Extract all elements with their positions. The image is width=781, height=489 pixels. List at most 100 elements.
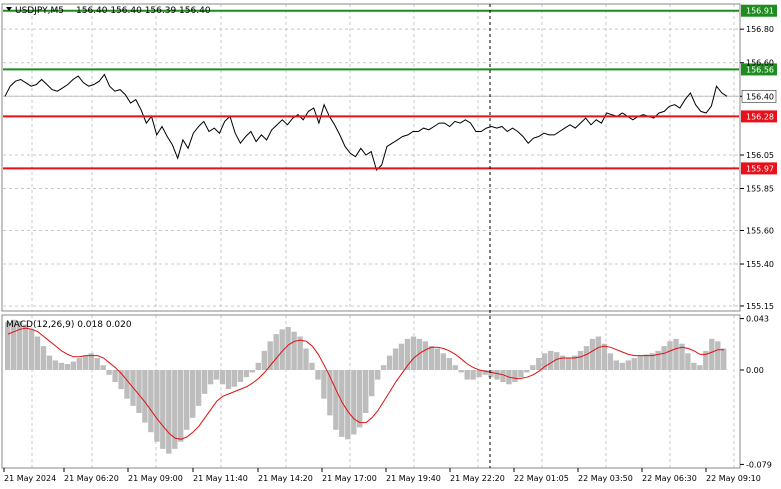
- macd-bar: [70, 361, 76, 370]
- macd-bar: [715, 341, 721, 370]
- macd-bar: [94, 358, 100, 370]
- macd-bar: [249, 370, 255, 373]
- macd-bar: [494, 370, 500, 380]
- macd-bar: [213, 370, 220, 380]
- macd-bar: [315, 370, 321, 380]
- macd-bar: [124, 370, 130, 399]
- macd-bar: [64, 364, 71, 370]
- macd-bar: [398, 343, 405, 370]
- macd-bar: [691, 362, 697, 370]
- current-price-label: 156.40: [746, 92, 774, 101]
- macd-bar: [422, 341, 429, 370]
- macd-bar: [100, 365, 106, 370]
- macd-bar: [649, 353, 655, 370]
- macd-bar: [386, 355, 393, 370]
- macd-bar: [309, 362, 315, 370]
- x-tick-label: 21 May 06:20: [64, 474, 119, 483]
- macd-bar: [369, 370, 375, 397]
- y-tick-label: 156.60: [746, 59, 774, 68]
- macd-bar: [482, 370, 488, 375]
- macd-bar: [82, 355, 88, 370]
- price-pane: [1, 3, 741, 312]
- macd-bar: [661, 346, 667, 370]
- macd-bar: [410, 336, 417, 370]
- macd-bar: [225, 370, 232, 390]
- macd-bar: [34, 336, 41, 370]
- macd-bar: [530, 365, 536, 370]
- macd-bar: [512, 370, 518, 382]
- y-tick-label: 155.40: [746, 260, 774, 269]
- x-tick-label: 21 May 2024: [4, 474, 56, 483]
- level-label: 156.56: [746, 65, 774, 74]
- macd-histogram: [5, 319, 727, 454]
- macd-bar: [255, 362, 261, 370]
- macd-bar: [231, 370, 238, 387]
- level-label-box: [741, 4, 777, 17]
- macd-bar: [571, 355, 578, 370]
- level-label-box: [741, 63, 777, 76]
- macd-bar: [416, 338, 423, 370]
- y-tick-label: 155.15: [746, 302, 774, 311]
- macd-bar: [404, 338, 411, 370]
- macd-bar: [667, 341, 673, 370]
- macd-bar: [160, 370, 166, 449]
- price-line: [4, 73, 728, 172]
- macd-tick-label: 0.043: [746, 315, 769, 324]
- macd-bar: [273, 334, 279, 370]
- x-tick-label: 21 May 19:40: [386, 474, 441, 483]
- macd-bar: [351, 370, 357, 435]
- y-tick-label: 155.85: [746, 185, 774, 194]
- macd-bar: [112, 370, 118, 382]
- x-tick-label: 22 May 09:10: [706, 474, 761, 483]
- level-label: 156.91: [746, 7, 774, 16]
- macd-bar: [709, 338, 715, 370]
- macd-bar: [595, 336, 602, 370]
- macd-bar: [22, 324, 29, 370]
- macd-bar: [118, 370, 124, 390]
- x-tick-label: 22 May 06:30: [642, 474, 697, 483]
- symbol-label: USDJPY,M5: [15, 6, 64, 16]
- x-tick-label: 22 May 03:50: [578, 474, 633, 483]
- macd-tick-label: -0.079: [746, 460, 772, 469]
- macd-bar: [643, 354, 649, 370]
- macd-bar: [285, 327, 291, 370]
- macd-bar: [476, 370, 482, 378]
- macd-bar: [565, 358, 572, 370]
- level-lines: 156.91 156.56 156.28 155.97: [3, 4, 777, 175]
- macd-bar: [267, 341, 273, 370]
- macd-bar: [16, 321, 23, 370]
- macd-bar: [548, 350, 554, 370]
- current-price-box: [741, 90, 777, 103]
- macd-bar: [178, 370, 184, 442]
- macd-pane: [1, 314, 741, 469]
- macd-bar: [243, 370, 250, 378]
- macd-label: MACD(12,26,9) 0.018 0.020: [6, 320, 132, 330]
- macd-bar: [440, 353, 446, 370]
- dropdown-triangle-icon[interactable]: [6, 7, 12, 11]
- y-tick-label: 155.60: [746, 226, 774, 235]
- y-tick-label: 156.80: [746, 25, 774, 34]
- macd-bar: [58, 362, 65, 370]
- macd-bar: [333, 370, 339, 430]
- macd-bar: [327, 370, 333, 416]
- level-label-box: [741, 110, 777, 123]
- macd-bar: [434, 348, 440, 370]
- macd-bar: [291, 331, 297, 370]
- macd-tick-label: 0.00: [746, 366, 764, 375]
- macd-bar: [554, 352, 560, 370]
- macd-bar: [631, 358, 637, 370]
- macd-bar: [428, 346, 435, 370]
- macd-bar: [357, 370, 363, 428]
- macd-bar: [184, 370, 190, 430]
- x-tick-label: 21 May 17:00: [322, 474, 377, 483]
- macd-bar: [28, 329, 35, 370]
- macd-bar: [142, 370, 148, 423]
- macd-bar: [500, 370, 506, 382]
- x-tick-label: 22 May 01:05: [514, 474, 569, 483]
- level-label-box: [741, 162, 777, 175]
- x-tick-label: 21 May 11:40: [193, 474, 248, 483]
- macd-bar: [673, 338, 679, 370]
- macd-bar: [392, 348, 399, 370]
- price-axis: 156.80 156.60 156.40 156.05 155.85 155.60 155.…: [740, 25, 777, 311]
